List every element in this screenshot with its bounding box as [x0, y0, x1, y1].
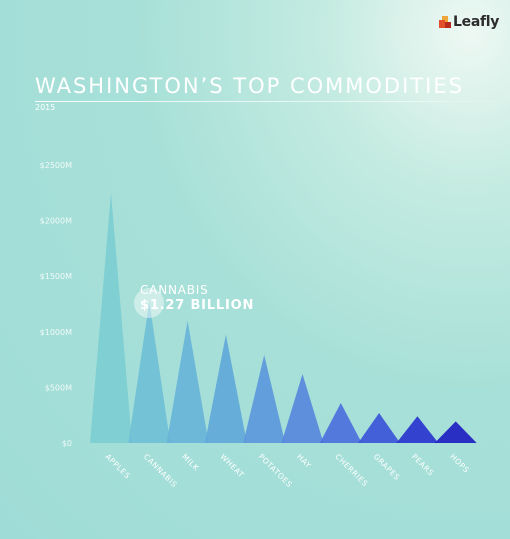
x-tick-label: MILK [180, 452, 201, 473]
bar-wheat [204, 334, 247, 443]
x-tick-label: APPLES [104, 452, 133, 481]
x-axis: APPLES CANNABIS MILK WHEAT POTATOES HAY CHERRI… [104, 452, 471, 489]
y-tick-label: $1000M [40, 328, 72, 337]
y-axis: $0 $500M $1000M $1500M $2000M $2500M [40, 161, 72, 448]
x-tick-label: HAY [295, 452, 313, 470]
x-tick-label: WHEAT [218, 452, 246, 480]
x-tick-label: CANNABIS [142, 452, 179, 489]
y-tick-label: $1500M [40, 272, 72, 281]
bar-apples [90, 192, 132, 443]
x-tick-label: GRAPES [372, 452, 402, 482]
chart-bars [90, 192, 477, 443]
chart-title: WASHINGTON’S TOP COMMODITIES [35, 74, 464, 98]
bar-pears [396, 416, 439, 443]
x-tick-label: POTATOES [257, 452, 294, 489]
chart-subtitle: 2015 [35, 103, 56, 112]
y-tick-label: $0 [62, 439, 72, 448]
x-tick-label: CHERRIES [333, 452, 369, 488]
y-tick-label: $2000M [40, 217, 72, 226]
bar-milk [166, 320, 209, 443]
bar-cherries [319, 402, 362, 443]
bar-hops [434, 421, 477, 443]
leafly-logo: Leafly [439, 14, 499, 30]
bar-hay [281, 374, 324, 443]
leafly-logo-icon [439, 16, 451, 28]
bar-potatoes [243, 355, 286, 443]
x-tick-label: PEARS [410, 452, 436, 478]
y-tick-label: $2500M [40, 161, 72, 170]
bar-grapes [358, 412, 401, 443]
y-tick-label: $500M [45, 383, 72, 392]
title-divider [35, 101, 510, 102]
bar-cannabis [128, 301, 171, 443]
callout-value: $1.27 BILLION [140, 298, 255, 313]
leafly-logo-text: Leafly [453, 14, 500, 30]
x-tick-label: HOPS [448, 452, 471, 475]
callout-highlight-circle [134, 288, 164, 318]
callout-label: CANNABIS [140, 283, 209, 297]
